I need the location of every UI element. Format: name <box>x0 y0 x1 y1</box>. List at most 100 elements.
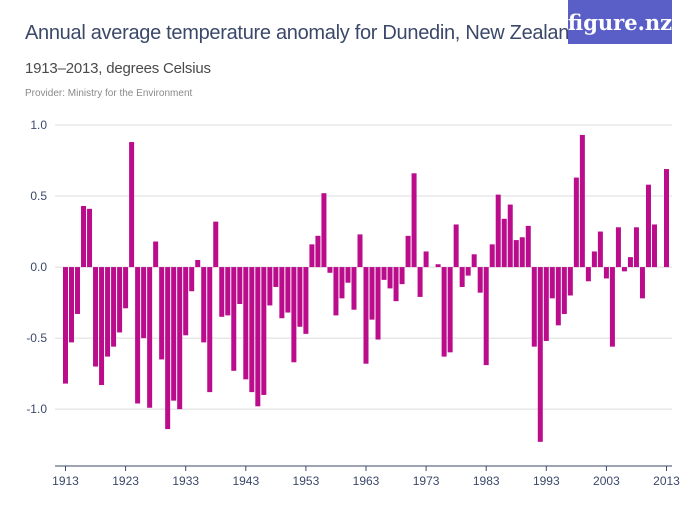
bar-2008 <box>633 227 639 268</box>
bar-1972 <box>417 267 423 297</box>
bar-2000 <box>585 267 591 282</box>
bar-1952 <box>297 267 303 327</box>
bar-1942 <box>237 267 243 305</box>
x-tick-label: 1953 <box>293 474 320 488</box>
bar-1944 <box>249 267 255 393</box>
bar-2002 <box>597 231 603 268</box>
bar-1934 <box>189 267 195 292</box>
bar-1959 <box>339 267 345 299</box>
bar-1941 <box>231 267 237 371</box>
bar-1987 <box>507 204 513 268</box>
bar-1971 <box>411 173 417 268</box>
bar-1975 <box>435 264 441 268</box>
bar-1984 <box>489 244 495 268</box>
bar-1918 <box>93 267 99 367</box>
bar-1946 <box>261 267 267 395</box>
x-tick-label: 1933 <box>172 474 199 488</box>
bar-1973 <box>423 251 429 268</box>
bar-1955 <box>315 235 321 268</box>
y-tick-label: 1.0 <box>30 118 47 132</box>
bar-1997 <box>567 267 573 296</box>
bar-2001 <box>591 251 597 268</box>
bar-1951 <box>291 267 297 363</box>
bar-1927 <box>147 267 153 408</box>
bar-1966 <box>381 267 387 280</box>
bar-1937 <box>207 267 213 393</box>
bar-1958 <box>333 267 339 316</box>
bar-1928 <box>153 241 159 268</box>
bar-1990 <box>525 225 531 268</box>
bar-1989 <box>519 237 525 268</box>
bar-1948 <box>273 267 279 287</box>
bar-1936 <box>201 267 207 343</box>
bar-1993 <box>543 267 549 341</box>
bar-1957 <box>327 267 333 273</box>
chart-title: Annual average temperature anomaly for D… <box>25 22 580 44</box>
bar-1964 <box>369 267 375 320</box>
bar-1921 <box>111 267 117 347</box>
bar-1961 <box>351 267 357 310</box>
bar-1916 <box>81 205 87 268</box>
bar-1939 <box>219 267 225 317</box>
bar-1953 <box>303 267 309 334</box>
bar-1929 <box>159 267 165 360</box>
bar-1935 <box>195 259 201 268</box>
bar-1982 <box>477 267 483 293</box>
bar-1986 <box>501 218 507 268</box>
bar-1970 <box>405 235 411 268</box>
bar-1962 <box>357 234 363 268</box>
bar-1967 <box>387 267 393 289</box>
bar-1943 <box>243 267 249 380</box>
bar-2011 <box>651 224 657 268</box>
bar-1945 <box>255 267 261 407</box>
y-tick-label: -1.0 <box>26 402 47 416</box>
bar-1923 <box>123 267 129 309</box>
bar-1925 <box>135 267 141 404</box>
bar-1978 <box>453 224 459 268</box>
bar-1992 <box>537 267 543 442</box>
bar-1979 <box>459 267 465 287</box>
x-tick-label: 1963 <box>353 474 380 488</box>
bar-1932 <box>177 267 183 410</box>
y-tick-label: 0.0 <box>30 260 47 274</box>
x-tick-label: 2003 <box>593 474 620 488</box>
bar-1913 <box>63 267 68 384</box>
bar-2006 <box>621 267 627 272</box>
bar-2010 <box>645 184 651 268</box>
bar-1938 <box>213 221 219 268</box>
x-tick-label: 1913 <box>52 474 79 488</box>
x-tick-label: 1983 <box>473 474 500 488</box>
bar-1998 <box>573 177 579 268</box>
bar-1983 <box>483 267 489 366</box>
bar-1977 <box>447 267 453 353</box>
bar-1976 <box>441 267 447 357</box>
bar-1924 <box>129 142 135 268</box>
bar-1996 <box>561 267 567 314</box>
bar-1917 <box>87 208 93 268</box>
bar-1999 <box>579 134 585 268</box>
bar-1933 <box>183 267 189 336</box>
bar-2003 <box>603 267 609 279</box>
y-tick-label: 0.5 <box>30 189 47 203</box>
x-tick-label: 1973 <box>413 474 440 488</box>
bar-1963 <box>363 267 369 364</box>
figure-nz-logo[interactable]: figure.nz <box>568 0 672 44</box>
bar-1931 <box>171 267 177 401</box>
bar-2004 <box>609 267 615 347</box>
bar-1920 <box>105 267 111 357</box>
provider-label: Provider: Ministry for the Environment <box>25 88 193 99</box>
bar-1950 <box>285 267 291 313</box>
bar-1985 <box>495 194 501 268</box>
bar-1994 <box>549 267 555 299</box>
bar-1995 <box>555 267 561 326</box>
bar-2007 <box>627 257 633 268</box>
bar-1947 <box>267 267 273 306</box>
bar-1926 <box>141 267 147 339</box>
bar-2013 <box>664 169 669 268</box>
bar-2005 <box>615 227 621 268</box>
bar-1969 <box>399 267 405 285</box>
y-tick-label: -0.5 <box>26 331 47 345</box>
x-tick-label: 2013 <box>653 474 680 488</box>
bar-1965 <box>375 267 381 340</box>
